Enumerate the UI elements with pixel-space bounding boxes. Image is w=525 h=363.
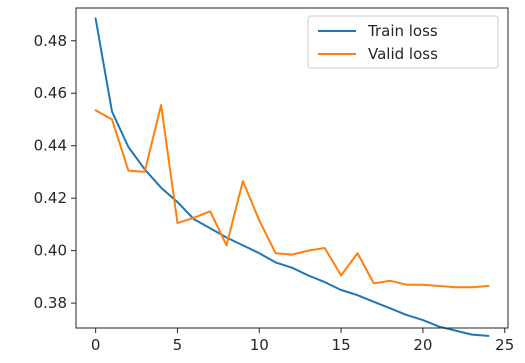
x-axis: 0 5 10 15 20 25 <box>91 328 514 354</box>
y-tick-label: 0.38 <box>34 294 67 312</box>
x-tick-label: 20 <box>413 336 432 354</box>
series-line-valid-loss <box>94 104 490 289</box>
legend: Train loss Valid loss <box>307 15 499 69</box>
y-tick-label: 0.46 <box>34 84 67 102</box>
x-tick-label: 5 <box>173 336 183 354</box>
y-tick-label: 0.40 <box>34 242 67 260</box>
x-tick-label: 0 <box>91 336 101 354</box>
y-tick-label: 0.48 <box>34 32 67 50</box>
x-tick-label: 10 <box>250 336 269 354</box>
y-tick-label: 0.44 <box>34 137 67 155</box>
y-tick-label: 0.42 <box>34 189 67 207</box>
series-layer <box>94 17 490 337</box>
y-axis: 0.38 0.40 0.42 0.44 0.46 0.48 <box>34 32 76 312</box>
series-line-train-loss <box>94 17 490 337</box>
x-tick-label: 15 <box>332 336 351 354</box>
x-tick-label: 25 <box>495 336 514 354</box>
legend-label: Valid loss <box>368 45 438 63</box>
plot-frame <box>75 7 509 329</box>
legend-label: Train loss <box>367 22 438 40</box>
